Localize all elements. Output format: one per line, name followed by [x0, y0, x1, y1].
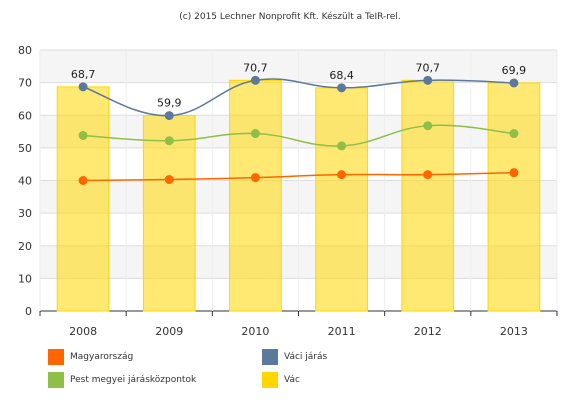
- legend-item[interactable]: Magyarország: [48, 349, 133, 365]
- legend-swatch: [262, 372, 278, 388]
- data-point: [509, 78, 519, 88]
- y-tick-label: 0: [25, 305, 32, 318]
- x-tick-label: 2008: [69, 325, 97, 338]
- bar: [56, 86, 110, 312]
- data-label: 70,7: [243, 61, 268, 74]
- y-tick-label: 80: [18, 44, 32, 57]
- data-label: 59,9: [157, 97, 182, 110]
- legend-label: Vác: [284, 375, 300, 385]
- legend-label: Pest megyei járásközpontok: [70, 375, 197, 385]
- x-tick-label: 2013: [500, 325, 528, 338]
- data-point: [423, 170, 433, 180]
- legend-swatch: [48, 372, 64, 388]
- data-point: [250, 75, 260, 85]
- bar: [229, 79, 282, 312]
- data-point: [337, 170, 347, 180]
- data-label: 68,7: [71, 68, 96, 81]
- x-tick-label: 2012: [414, 325, 442, 338]
- legend-swatch: [262, 349, 278, 365]
- data-point: [78, 82, 88, 92]
- y-tick-label: 20: [18, 240, 32, 253]
- data-point: [509, 129, 519, 139]
- legend-swatch: [48, 349, 64, 365]
- data-point: [164, 136, 174, 146]
- y-tick-label: 60: [18, 109, 32, 122]
- data-point: [337, 141, 347, 151]
- y-tick-label: 70: [18, 77, 32, 90]
- data-point: [78, 130, 88, 140]
- data-label: 70,7: [416, 61, 441, 74]
- x-tick-label: 2010: [241, 325, 269, 338]
- x-tick-label: 2011: [328, 325, 356, 338]
- y-tick-label: 50: [18, 142, 32, 155]
- data-point: [164, 111, 174, 121]
- y-tick-label: 10: [18, 272, 32, 285]
- x-tick-label: 2009: [155, 325, 183, 338]
- bar: [401, 79, 455, 312]
- data-point: [337, 83, 347, 93]
- series-line: [83, 171, 514, 182]
- data-point: [509, 168, 519, 178]
- data-point: [164, 175, 174, 185]
- legend-item[interactable]: Váci járás: [262, 349, 327, 365]
- bar: [315, 87, 368, 312]
- data-point: [250, 173, 260, 183]
- legend-item[interactable]: Pest megyei járásközpontok: [48, 372, 196, 388]
- data-point: [423, 75, 433, 85]
- y-tick-label: 40: [18, 175, 32, 188]
- series-line: [82, 78, 514, 117]
- y-tick-label: 30: [18, 207, 32, 220]
- data-point: [78, 176, 88, 185]
- series-line: [83, 124, 514, 147]
- bar: [487, 82, 541, 312]
- chart-credit: (c) 2015 Lechner Nonprofit Kft. Készült …: [179, 12, 401, 22]
- legend-item[interactable]: Vác: [262, 372, 300, 388]
- legend-label: Váci járás: [284, 352, 328, 362]
- legend-label: Magyarország: [70, 352, 134, 362]
- data-point: [250, 129, 260, 139]
- data-label: 69,9: [502, 64, 527, 77]
- data-label: 68,4: [329, 69, 354, 82]
- data-point: [423, 121, 433, 131]
